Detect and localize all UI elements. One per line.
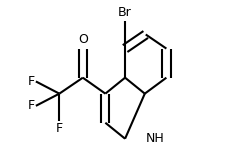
Text: NH: NH xyxy=(146,132,164,145)
Text: F: F xyxy=(56,122,63,135)
Text: O: O xyxy=(78,33,88,46)
Text: F: F xyxy=(28,75,35,88)
Text: Br: Br xyxy=(118,6,132,19)
Text: F: F xyxy=(28,99,35,112)
